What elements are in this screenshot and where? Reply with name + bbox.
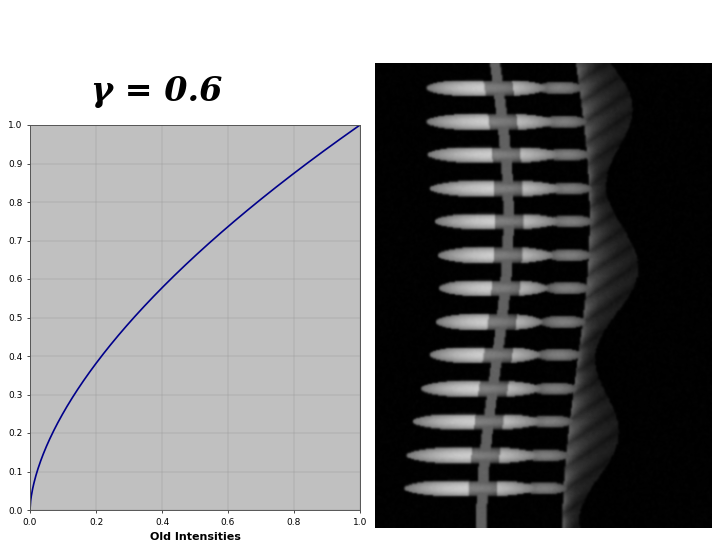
Text: 45: 45	[13, 38, 32, 52]
Text: of: of	[17, 25, 28, 35]
Text: 17: 17	[13, 9, 32, 22]
Y-axis label: Transformed Intensities: Transformed Intensities	[0, 252, 2, 383]
Text: γ = 0.6: γ = 0.6	[91, 75, 222, 108]
X-axis label: Old Intensities: Old Intensities	[150, 532, 240, 540]
Text: Power Law Example (cont…): Power Law Example (cont…)	[161, 16, 604, 44]
